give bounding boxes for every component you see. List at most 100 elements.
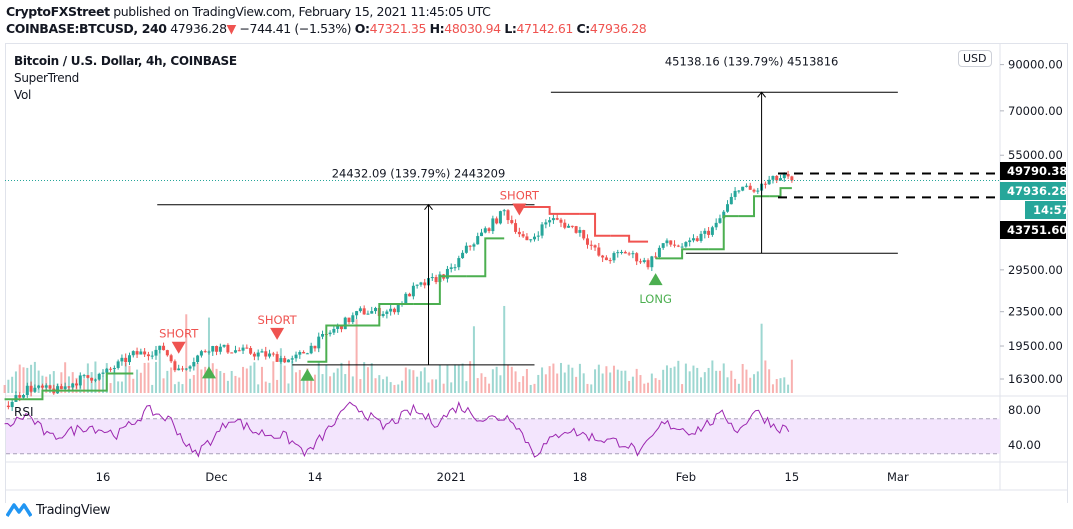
candle-body xyxy=(756,190,760,192)
volume-bar xyxy=(647,382,650,393)
volume-bar xyxy=(234,375,237,393)
volume-bar xyxy=(264,381,267,393)
volume-bar xyxy=(177,381,180,393)
candle-body xyxy=(86,375,90,378)
volume-bar xyxy=(7,379,10,393)
y-tick-label: 16300.00 xyxy=(1008,372,1063,386)
volume-bar xyxy=(722,363,725,393)
volume-bar xyxy=(120,381,123,393)
volume-bar xyxy=(643,383,646,393)
candle-body xyxy=(752,189,756,192)
volume-bar xyxy=(556,373,559,393)
price-label: 47936.28 xyxy=(1007,184,1067,198)
published-text: published on TradingView.com, February 1… xyxy=(113,4,491,19)
candle-body xyxy=(215,346,219,352)
candle-body xyxy=(601,255,605,258)
volume-bar xyxy=(529,384,532,393)
down-arrow-icon: ▼ xyxy=(226,21,237,36)
candle-body xyxy=(480,232,483,237)
volume-bar xyxy=(563,372,566,393)
tradingview-logo[interactable]: TradingView xyxy=(6,502,111,518)
volume-bar xyxy=(612,365,615,393)
volume-bar xyxy=(185,314,188,393)
candle-body xyxy=(631,253,635,255)
volume-bar xyxy=(438,364,441,393)
legend-supertrend[interactable]: SuperTrend xyxy=(14,71,79,85)
candle-body xyxy=(184,368,188,370)
candle-body xyxy=(321,334,325,337)
candle-body xyxy=(90,377,94,381)
price-label-box xyxy=(1000,162,1066,180)
candle-body xyxy=(63,386,67,389)
y-tick-label: 70000.00 xyxy=(1008,104,1063,118)
legend-volume[interactable]: Vol xyxy=(14,88,32,102)
legend-title: Bitcoin / U.S. Dollar, 4h, COINBASE xyxy=(14,54,237,68)
volume-bar xyxy=(207,317,210,393)
volume-bar xyxy=(143,362,146,393)
last-price: 47936.28 xyxy=(170,21,227,36)
candle-body xyxy=(718,218,722,223)
candle-body xyxy=(514,223,518,232)
volume-bar xyxy=(590,384,593,393)
currency-button[interactable]: USD xyxy=(958,50,992,67)
volume-bar xyxy=(181,384,184,393)
volume-bar xyxy=(404,367,407,393)
candle-body xyxy=(570,225,574,227)
supertrend-line xyxy=(80,372,134,392)
candle-body xyxy=(241,347,245,351)
volume-bar xyxy=(408,369,411,393)
volume-bar xyxy=(30,364,33,393)
volume-bar xyxy=(457,365,460,393)
volume-bar xyxy=(272,361,275,393)
volume-bar xyxy=(472,326,475,393)
candle-body xyxy=(688,240,692,243)
candle-body xyxy=(101,372,105,374)
volume-bar xyxy=(609,372,612,393)
candle-body xyxy=(75,383,79,386)
candle-body xyxy=(612,253,616,261)
volume-bar xyxy=(423,367,426,393)
candle-body xyxy=(423,282,427,286)
candle-body xyxy=(165,350,169,356)
long-signal-label: LONG xyxy=(639,292,672,306)
volume-bar xyxy=(658,379,661,393)
candle-body xyxy=(434,277,438,283)
candle-body xyxy=(381,313,385,317)
x-tick-label: Dec xyxy=(205,470,227,484)
volume-bar xyxy=(495,366,498,393)
candle-body xyxy=(498,211,502,224)
volume-bar xyxy=(348,360,351,393)
candle-body xyxy=(691,238,695,241)
volume-bar xyxy=(586,383,589,393)
volume-bar xyxy=(624,370,627,393)
candle-body xyxy=(604,257,608,261)
volume-bar xyxy=(52,371,55,393)
close-label: C: xyxy=(576,21,591,36)
candle-body xyxy=(430,277,434,279)
y-tick-label: 90000.00 xyxy=(1008,58,1063,72)
volume-bar xyxy=(321,374,324,393)
measure-label: 24432.09 (139.79%) 2443209 xyxy=(332,167,506,181)
rsi-label: RSI xyxy=(14,405,34,419)
candle-body xyxy=(188,366,192,369)
volume-bar xyxy=(189,378,192,393)
candle-body xyxy=(733,190,737,197)
volume-bar xyxy=(64,362,67,393)
candle-body xyxy=(290,358,294,360)
candle-body xyxy=(146,354,150,357)
volume-bar xyxy=(488,383,491,393)
candle-body xyxy=(271,353,275,355)
volume-bar xyxy=(654,378,657,393)
candle-body xyxy=(127,355,131,363)
candle-body xyxy=(218,346,222,352)
candle-body xyxy=(525,236,529,241)
volume-bar xyxy=(787,384,790,393)
volume-bar xyxy=(522,376,525,393)
volume-bar xyxy=(662,369,665,393)
candle-body xyxy=(294,354,298,359)
volume-bar xyxy=(601,373,604,393)
candle-body xyxy=(737,190,741,192)
candle-body xyxy=(109,368,113,370)
volume-bar xyxy=(665,365,668,393)
